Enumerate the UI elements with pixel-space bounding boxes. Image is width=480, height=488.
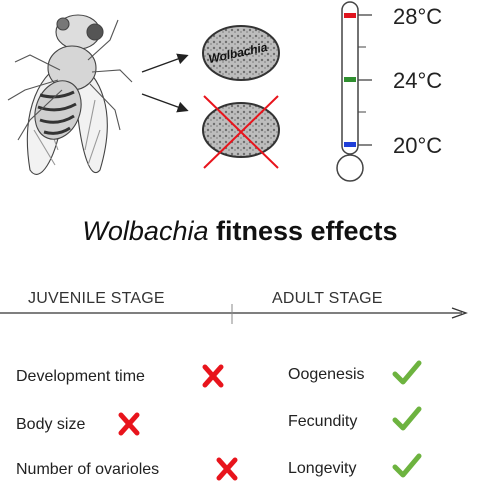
figure-title: Wolbachia fitness effects [0,216,480,247]
cross-icon [216,457,238,481]
effect-body-size: Body size [16,416,86,433]
adult-stage-label: ADULT STAGE [272,290,383,307]
effect-development-time: Development time [16,368,145,385]
arrows-to-eggs [141,53,189,113]
temp-label-28: 28°C [393,4,443,29]
arrow-down [141,93,189,113]
uninfected-egg [200,92,282,172]
infected-egg: Wolbachia [200,22,282,84]
cross-icon [118,412,140,436]
title-italic: Wolbachia [82,216,209,246]
check-icon [392,360,422,385]
check-icon [392,453,422,478]
tick-24 [344,77,356,82]
title-bold: fitness effects [216,216,398,246]
check-icon [392,406,422,431]
temp-label-24: 24°C [393,68,443,93]
effect-oogenesis: Oogenesis [288,366,365,383]
cross-icon [202,364,224,388]
temp-label-20: 20°C [393,133,443,158]
effect-ovarioles: Number of ovarioles [16,461,160,478]
tick-20 [344,142,356,147]
timeline-arrow [0,304,468,324]
thermometer-icon [336,1,372,182]
effect-fecundity: Fecundity [288,413,358,430]
arrow-up [141,53,189,73]
fruit-fly-illustration [7,14,133,175]
tick-28 [344,13,356,18]
effect-longevity: Longevity [288,460,357,477]
juvenile-stage-label: JUVENILE STAGE [28,290,165,307]
